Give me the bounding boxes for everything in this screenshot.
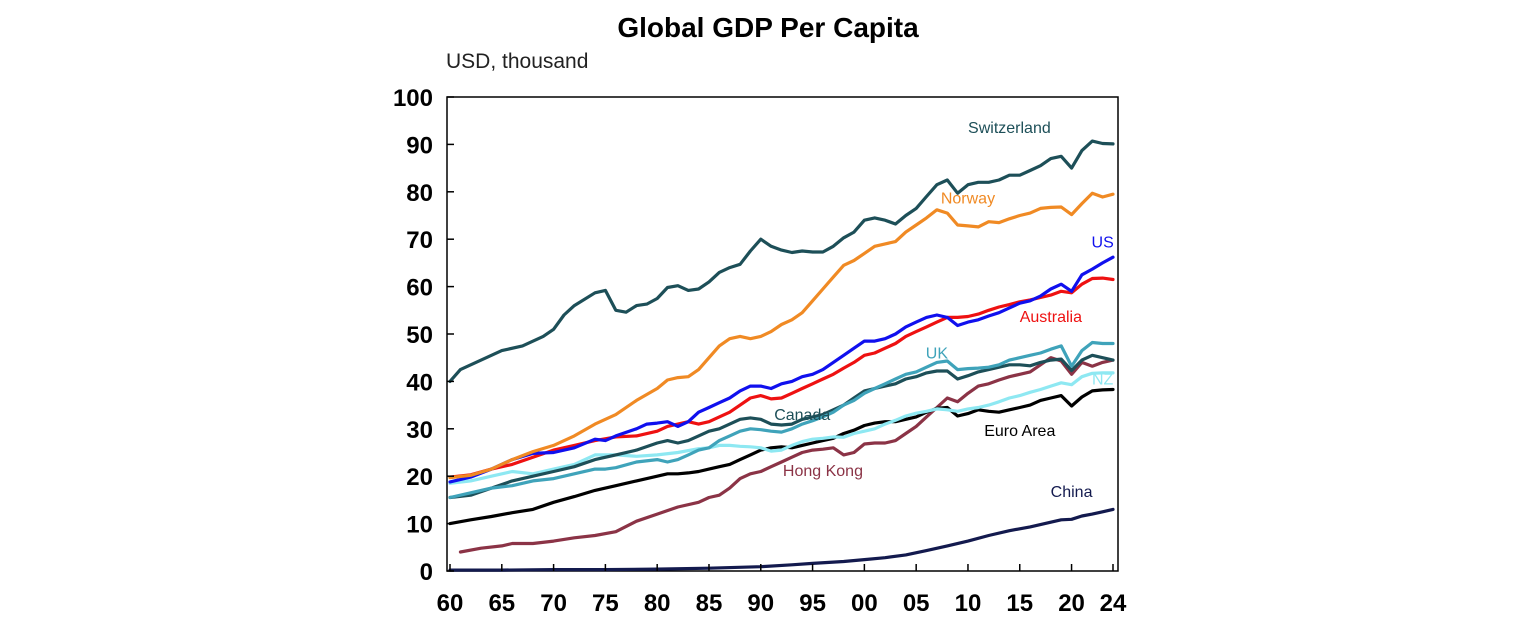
axis-layer: 0 10 20 30 40 50 60 70 80 90 100 60 65 70 75 80 85 90 95 00… [393,85,1127,617]
y-tick-label: 100 [393,85,433,112]
x-tick-label: 85 [696,590,723,617]
x-tick-label: 60 [437,590,464,617]
x-tick-label: 10 [955,590,982,617]
series-label-canada: Canada [774,407,830,424]
y-tick-label: 50 [406,322,433,349]
x-tick-label: 75 [592,590,619,617]
y-tick-label: 60 [406,275,433,302]
y-tick-label: 30 [406,417,433,444]
series-label-australia: Australia [1020,309,1082,326]
series-label-hong-kong: Hong Kong [783,463,863,480]
series-label-china: China [1051,484,1093,501]
series-line-switzerland [448,139,1115,383]
y-tick-label: 10 [406,512,433,539]
x-tick-label: 15 [1006,590,1033,617]
series-line-euro-area [448,387,1115,526]
series-label-us: US [1092,235,1114,252]
chart-title: Global GDP Per Capita [617,12,919,43]
x-tick-label: 00 [851,590,878,617]
series-line-nz [448,371,1115,485]
series-line-uk [448,340,1115,500]
series-label-switzerland: Switzerland [968,120,1051,137]
x-tick-label: 95 [799,590,826,617]
x-tick-label: 90 [747,590,774,617]
series-label-uk: UK [926,345,949,362]
x-tick-label: 80 [644,590,671,617]
x-tick-label: 20 [1058,590,1085,617]
x-tick-label: 65 [488,590,515,617]
series-line-china [448,507,1115,572]
series-label-euro-area: Euro Area [984,423,1055,440]
x-tick-label: 70 [540,590,567,617]
series-line-canada [448,353,1115,500]
series-label-layer: Hong Kong Euro Area NZ Canada UK Australia US N… [774,120,1114,501]
y-tick-label: 70 [406,227,433,254]
series-label-norway: Norway [941,190,995,207]
series-line-us [448,255,1115,484]
y-tick-label: 40 [406,369,433,396]
x-tick-label: 24 [1100,590,1127,617]
series-layer [448,139,1115,572]
series-line-hong-kong [458,356,1115,554]
y-tick-label: 0 [420,559,433,586]
y-tick-label: 20 [406,464,433,491]
series-line-norway [448,191,1115,480]
y-axis-unit-label: USD, thousand [446,50,589,73]
y-tick-label: 80 [406,180,433,207]
x-tick-label: 05 [903,590,930,617]
y-tick-label: 90 [406,132,433,159]
series-label-nz: NZ [1092,372,1114,389]
